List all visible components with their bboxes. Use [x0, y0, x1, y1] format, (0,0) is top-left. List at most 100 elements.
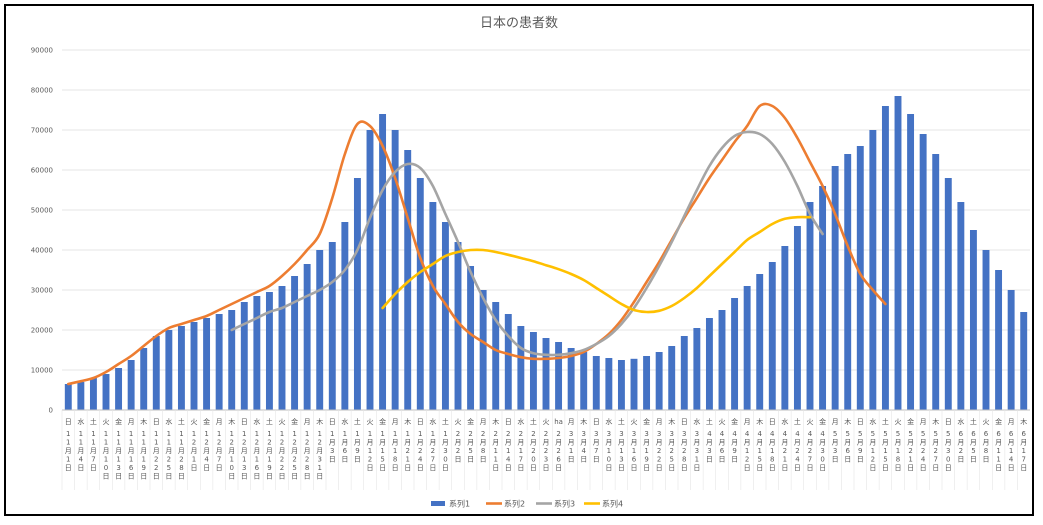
bar: [919, 134, 927, 410]
bar: [240, 302, 248, 410]
x-tick-weekday: 月: [216, 418, 223, 426]
bar: [379, 114, 387, 410]
y-tick-label: 90000: [31, 47, 53, 55]
x-tick-weekday: 火: [719, 418, 726, 426]
bar: [957, 202, 965, 410]
bar: [152, 336, 160, 410]
x-tick-weekday: 月: [1008, 418, 1015, 426]
x-tick-weekday: 日: [769, 418, 776, 426]
bar: [253, 296, 261, 410]
x-tick-weekday: 日: [857, 418, 864, 426]
bar: [429, 202, 437, 410]
bar: [630, 358, 638, 410]
x-tick-weekday: 火: [631, 418, 638, 426]
x-tick-weekday: 土: [706, 417, 713, 426]
bar: [592, 356, 600, 410]
bar: [341, 222, 349, 410]
series-line-系列3: [230, 130, 824, 357]
x-tick-weekday: 水: [781, 417, 788, 426]
legend: 系列1 系列2 系列3 系列4: [431, 499, 623, 509]
x-tick-weekday: 日: [65, 418, 72, 426]
x-tick-weekday: 日: [241, 418, 248, 426]
bar: [215, 314, 223, 410]
x-tick-weekday: 土: [266, 417, 273, 426]
x-tick-weekday: 土: [90, 417, 97, 426]
x-tick-weekday: 日: [593, 418, 600, 426]
bar: [504, 314, 512, 410]
bar: [932, 154, 940, 410]
x-tick-weekday: 土: [442, 417, 449, 426]
bar: [529, 332, 537, 410]
bar: [467, 266, 475, 410]
bar: [542, 338, 550, 410]
bar: [165, 330, 173, 410]
x-tick-weekday: 火: [807, 418, 814, 426]
bar: [391, 130, 399, 410]
x-tick-weekday: 土: [882, 417, 889, 426]
bar: [127, 360, 135, 410]
x-axis: 日1 1 月 1 日水1 1 月 4 日土1 1 月 7 日火1 1 月 1 0 日金1 1 月 1 3 日月1 1 月 1 6 日木…: [61, 409, 1030, 490]
x-tick-weekday: 金: [819, 417, 826, 426]
bar: [328, 242, 336, 410]
bar: [454, 242, 462, 410]
x-tick-weekday: 木: [1020, 417, 1027, 426]
x-tick-weekday: 土: [970, 417, 977, 426]
x-tick-weekday: 火: [543, 418, 550, 426]
x-tick-weekday: 木: [228, 417, 235, 426]
x-tick-weekday: 月: [128, 418, 135, 426]
bar: [1007, 290, 1015, 410]
bar: [316, 250, 324, 410]
bar: [580, 352, 588, 410]
x-tick-weekday: 木: [932, 417, 939, 426]
bar: [643, 356, 651, 410]
bar: [605, 358, 613, 410]
x-tick-weekday: 木: [756, 417, 763, 426]
x-tick-weekday: 日: [329, 418, 336, 426]
bar: [655, 352, 663, 410]
x-tick-weekday: 木: [140, 417, 147, 426]
bar: [856, 146, 864, 410]
x-tick-weekday: 月: [304, 418, 311, 426]
bar: [353, 178, 361, 410]
bar: [291, 276, 299, 410]
x-tick-weekday: 金: [643, 417, 650, 426]
x-tick-weekday: 日: [505, 418, 512, 426]
bar: [617, 360, 625, 410]
bar: [869, 130, 877, 410]
bar: [907, 114, 915, 410]
chart-svg: 日本の患者数 0 10000 20000 30000 40000 50000 60000 70…: [31, 16, 1030, 509]
bar: [756, 274, 764, 410]
